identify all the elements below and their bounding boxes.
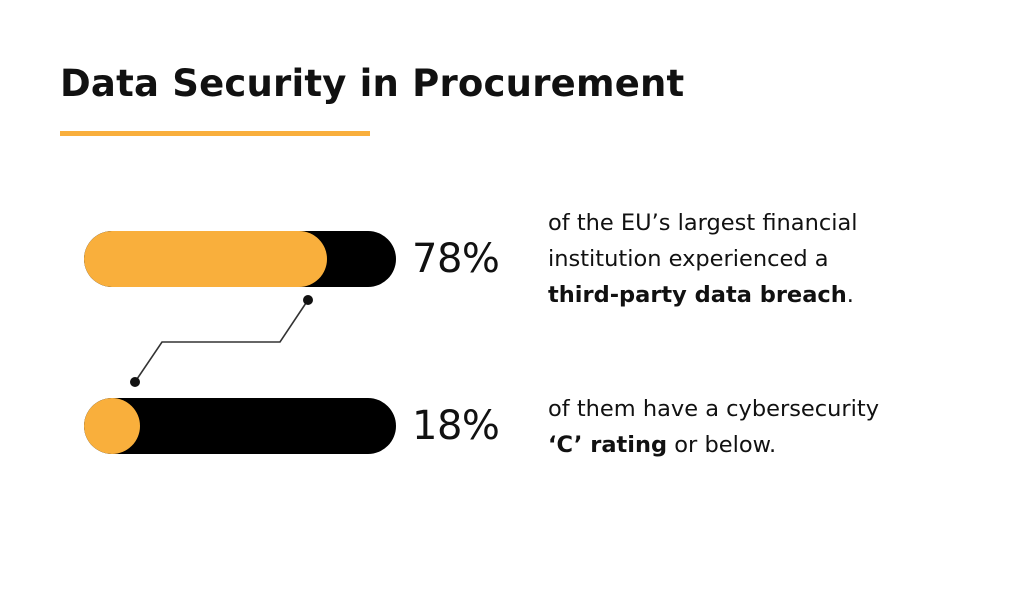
- percent-label-2: 18%: [412, 403, 500, 449]
- connector-dot-bottom: [130, 377, 140, 387]
- bar-track-1: [84, 231, 396, 287]
- page-title: Data Security in Procurement: [60, 62, 685, 105]
- description-1-line-2: institution experienced a: [548, 246, 829, 272]
- description-2-line-2: ‘C’ rating or below.: [548, 427, 968, 463]
- description-1-bold: third-party data breach: [548, 282, 847, 308]
- description-2-bold: ‘C’ rating: [548, 432, 668, 458]
- description-2-tail: or below.: [667, 432, 777, 458]
- connector-path: [134, 299, 309, 383]
- description-1-tail: .: [846, 282, 854, 308]
- bar-fill-1: [84, 231, 328, 287]
- description-2-line-1: of them have a cybersecurity: [548, 396, 880, 422]
- bar-track-2: [84, 398, 396, 454]
- percent-label-1: 78%: [412, 236, 500, 282]
- connector-dot-top: [303, 295, 313, 305]
- bar-fill-2: [84, 398, 141, 454]
- description-1-line-3: third-party data breach.: [548, 277, 968, 313]
- title-underline: [60, 131, 370, 136]
- description-1: of the EU’s largest financial institutio…: [548, 205, 968, 313]
- description-2: of them have a cybersecurity ‘C’ rating …: [548, 391, 968, 463]
- description-1-line-1: of the EU’s largest financial: [548, 210, 858, 236]
